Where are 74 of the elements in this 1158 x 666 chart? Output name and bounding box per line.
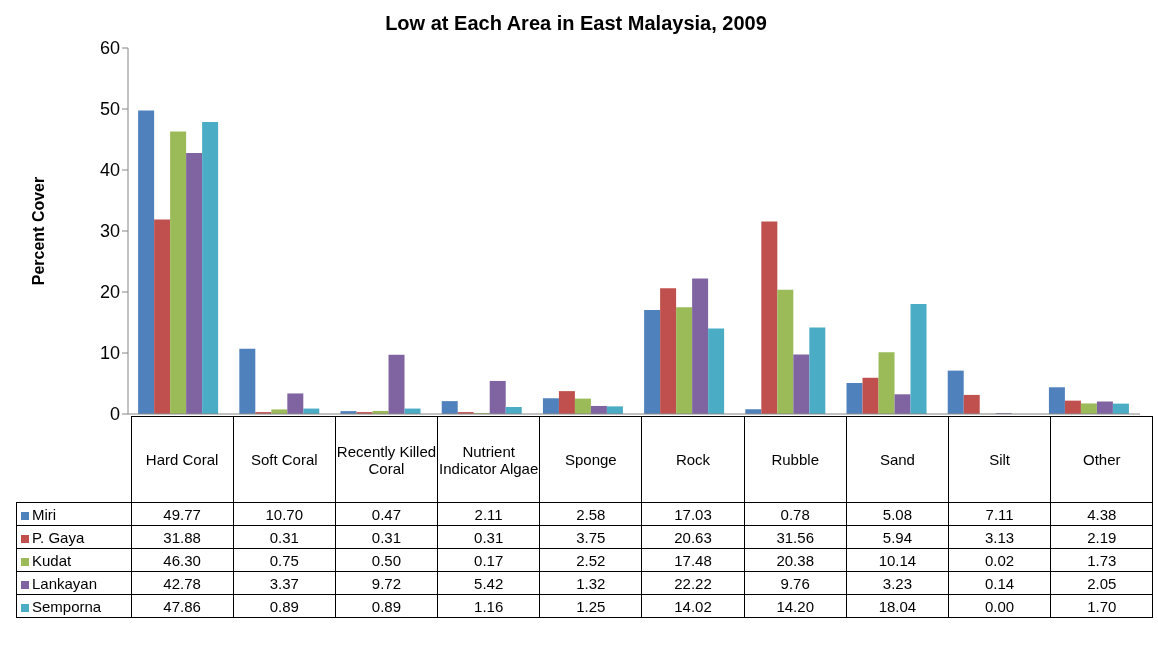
data-label: 7.11 [948,502,1051,526]
data-label: 3.75 [539,525,642,549]
data-label: 0.78 [744,502,847,526]
data-label: 10.14 [846,548,949,572]
data-label: 9.72 [335,571,438,595]
data-label: 2.05 [1050,571,1153,595]
data-label: 18.04 [846,594,949,618]
x-tick-label: Silt [948,416,1051,503]
data-label: 31.88 [131,525,234,549]
data-label: 20.38 [744,548,847,572]
data-label: 0.17 [437,548,540,572]
legend-label: Miri [16,502,131,526]
x-tick-label: Soft Coral [233,416,336,503]
data-label: 31.56 [744,525,847,549]
data-label: 3.13 [948,525,1051,549]
data-label: 17.03 [641,502,745,526]
data-label: 14.02 [641,594,745,618]
data-label: 5.94 [846,525,949,549]
x-tick-label: Other [1050,416,1153,503]
data-label: 3.23 [846,571,949,595]
x-tick-label: Sand [846,416,949,503]
data-label: 20.63 [641,525,745,549]
y-tick-label: 30 [99,221,120,242]
data-label: 22.22 [641,571,745,595]
y-tick-label: 50 [99,99,120,120]
data-label: 2.52 [539,548,642,572]
legend-label: Kudat [16,548,131,572]
data-label: 1.16 [437,594,540,618]
data-label: 0.02 [948,548,1051,572]
data-label: 0.47 [335,502,438,526]
x-tick-label: Sponge [539,416,642,503]
data-label: 1.73 [1050,548,1153,572]
y-tick-label: 60 [99,38,120,59]
data-label: 14.20 [744,594,847,618]
data-label: 0.00 [948,594,1051,618]
data-label: 0.14 [948,571,1051,595]
chart-title: Low at Each Area in East Malaysia, 2009 [385,12,767,34]
data-label: 17.48 [641,548,745,572]
data-label: 0.50 [335,548,438,572]
data-label: 0.89 [233,594,336,618]
y-tick-label: 10 [99,343,120,364]
x-tick-label: Recently Killed Coral [335,416,438,503]
y-tick-label: 0 [109,404,120,425]
data-label: 2.19 [1050,525,1153,549]
x-tick-label: Rock [641,416,745,503]
data-label: 0.89 [335,594,438,618]
data-label: 46.30 [131,548,234,572]
data-label: 0.31 [335,525,438,549]
data-label: 9.76 [744,571,847,595]
data-label: 5.08 [846,502,949,526]
data-label: 2.11 [437,502,540,526]
data-label: 4.38 [1050,502,1153,526]
data-label: 2.58 [539,502,642,526]
data-label: 42.78 [131,571,234,595]
legend-label: P. Gaya [16,525,131,549]
data-label: 1.70 [1050,594,1153,618]
data-label: 3.37 [233,571,336,595]
data-label: 1.25 [539,594,642,618]
data-label: 10.70 [233,502,336,526]
x-tick-label: Nutrient Indicator Algae [437,416,540,503]
x-tick-label: Hard Coral [131,416,234,503]
legend-label: Lankayan [16,571,131,595]
y-axis-title: Percent Cover [29,176,47,286]
legend-label: Semporna [16,594,131,618]
data-label: 5.42 [437,571,540,595]
data-label: 0.31 [233,525,336,549]
data-label: 1.32 [539,571,642,595]
x-tick-label: Rubble [744,416,847,503]
data-label: 47.86 [131,594,234,618]
data-label: 0.75 [233,548,336,572]
data-label: 0.31 [437,525,540,549]
data-label: 49.77 [131,502,234,526]
y-tick-label: 20 [99,282,120,303]
y-tick-label: 40 [99,160,120,181]
